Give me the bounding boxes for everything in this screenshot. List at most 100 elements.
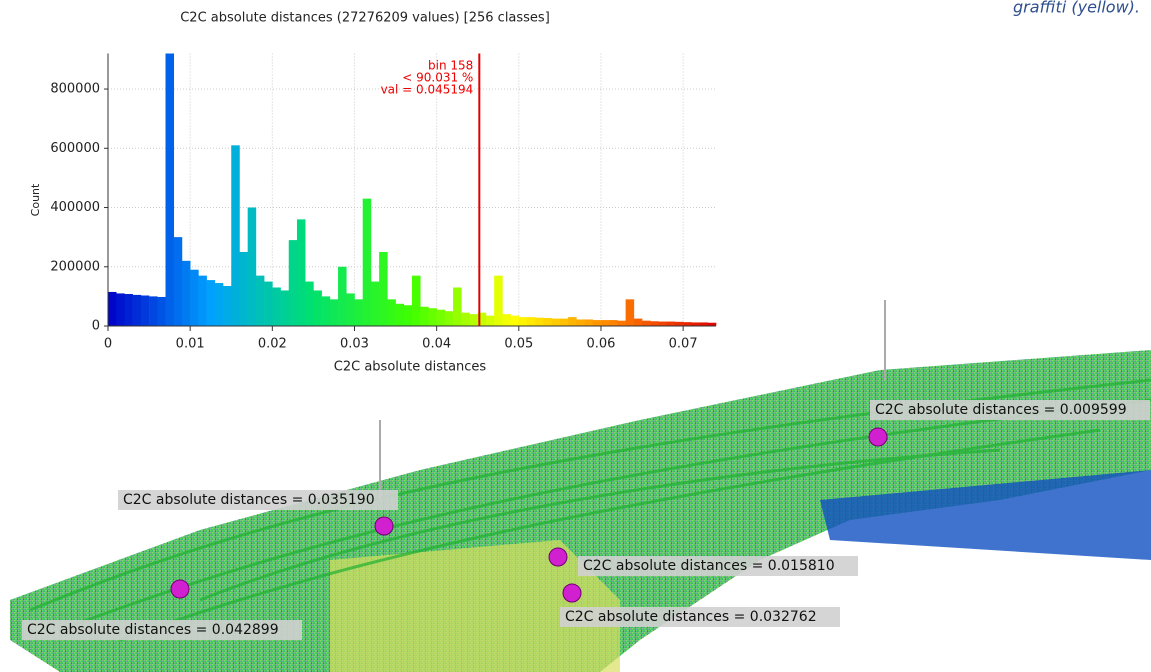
x-tick-label: 0.05 [504,337,533,352]
bar [486,316,495,326]
bar [404,305,413,326]
bar [453,287,462,326]
bar [675,322,684,326]
bar [141,295,150,326]
x-tick-label: 0.06 [586,337,615,352]
bar [190,270,199,326]
annotation-label: C2C absolute distances = 0.042899 [27,622,279,638]
bar [396,304,405,326]
bar [157,297,166,326]
note: graffiti (yellow). [1013,0,1140,17]
y-tick-label: 0 [92,319,100,334]
x-axis-label: C2C absolute distances [334,360,487,375]
annotation-label: C2C absolute distances = 0.015810 [583,558,835,574]
y-tick-label: 800000 [50,82,100,97]
bar [322,296,331,326]
bar [568,317,577,326]
bar [461,313,470,326]
bar [511,316,520,326]
bar [609,320,618,326]
picked-point [869,428,887,446]
bar [182,261,191,326]
bar [239,252,248,326]
chart-title: C2C absolute distances (27276209 values)… [180,11,550,26]
bar [700,322,709,326]
bar [207,280,216,326]
x-tick-label: 0.03 [340,337,369,352]
bar [297,219,306,326]
bar [248,208,257,326]
y-tick-label: 200000 [50,259,100,274]
x-tick-label: 0.02 [258,337,287,352]
annotation-label: C2C absolute distances = 0.032762 [565,609,817,625]
bar [379,252,388,326]
annotation-label: C2C absolute distances = 0.035190 [123,492,375,508]
bar [264,282,273,326]
annotation-label: C2C absolute distances = 0.009599 [875,402,1127,418]
bar [338,267,347,326]
bar [133,295,142,326]
bar [552,319,561,326]
y-tick-label: 400000 [50,200,100,215]
bar [420,307,429,326]
bar [667,322,676,326]
x-tick-label: 0.04 [422,337,451,352]
bar [215,283,224,326]
picked-point [171,580,189,598]
bar [346,293,355,326]
y-tick-label: 600000 [50,141,100,156]
bar [313,290,322,326]
bar [576,319,585,326]
bar [585,319,594,326]
bar [174,237,183,326]
bar [658,322,667,326]
bar [149,296,158,326]
picked-point [563,584,581,602]
bar [527,317,536,326]
bar [124,294,133,326]
bar [330,299,339,326]
bar [470,314,479,326]
bar [305,282,314,326]
bar [601,320,610,326]
bar [198,276,207,326]
bar [691,322,700,326]
bar [281,290,290,326]
bar [363,199,372,326]
bar [535,318,544,326]
bar [108,292,117,326]
bar [387,299,396,326]
bar [560,319,569,326]
bar [166,54,175,327]
bar [543,318,552,326]
bar [642,321,651,326]
bar [519,317,528,326]
bar [116,293,125,326]
x-tick-label: 0.01 [176,337,205,352]
bar [650,321,659,326]
bar [272,287,281,326]
bar [445,311,454,326]
picked-point [375,517,393,535]
x-tick-label: 0.07 [669,337,698,352]
bar [371,282,380,326]
bar [437,310,446,326]
bar [428,308,437,326]
bar [289,240,298,326]
bar [231,145,240,326]
bar [412,276,421,326]
bar [502,314,511,326]
x-tick-label: 0 [104,337,112,352]
bar [683,322,692,326]
bar [617,321,626,326]
bar [223,286,232,326]
y-axis-label: Count [29,183,42,216]
picked-point [549,548,567,566]
bar [634,319,643,326]
bar [626,299,635,326]
bar [354,299,363,326]
bar [494,276,503,326]
bar [593,320,602,326]
marker-label: val = 0.045194 [381,83,474,97]
bar [256,276,265,326]
